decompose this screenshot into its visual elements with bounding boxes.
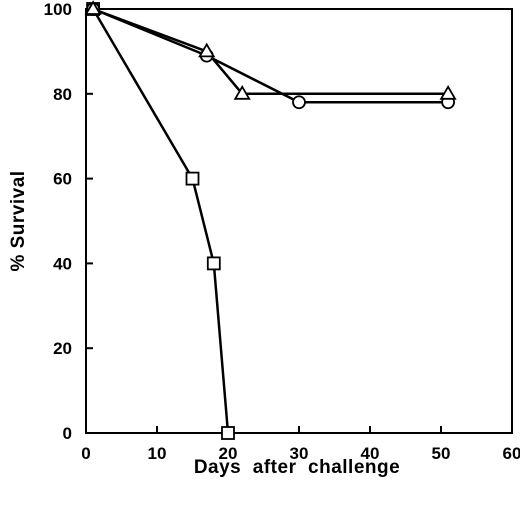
square-point: [221, 426, 235, 440]
triangle-point: [84, 0, 102, 15]
ticks: 0 10 20 30 40 50 60 0 20 40 60 80 100: [44, 0, 520, 463]
y-tick-label: 60: [53, 170, 72, 189]
y-tick-label: 0: [63, 424, 72, 443]
x-axis-label: Days after challenge: [194, 457, 400, 478]
circle-point: [292, 95, 306, 110]
y-axis-label: % Survival: [8, 170, 29, 271]
triangle-point: [439, 85, 457, 100]
square-series-line: [92, 8, 230, 434]
x-tick-label: 0: [81, 444, 90, 463]
y-tick-label: 100: [44, 0, 72, 19]
y-tick-label: 40: [53, 254, 72, 273]
triangle-series-line: [92, 7, 449, 96]
x-tick-label: 50: [432, 444, 451, 463]
y-tick-label: 80: [53, 85, 72, 104]
x-tick-label: 10: [148, 444, 167, 463]
x-tick-label: 40: [361, 444, 380, 463]
square-point: [185, 171, 200, 186]
triangle-point: [233, 85, 251, 100]
x-tick-label: 60: [503, 444, 520, 463]
axes: [85, 8, 513, 434]
triangle-point: [198, 42, 216, 58]
square-point: [206, 256, 221, 271]
x-tick-label: 30: [290, 444, 309, 463]
circle-series-line: [92, 7, 449, 104]
series: [84, 0, 457, 440]
x-tick-label: 20: [219, 444, 238, 463]
y-tick-label: 20: [53, 339, 72, 358]
plot-frame: [85, 8, 513, 434]
